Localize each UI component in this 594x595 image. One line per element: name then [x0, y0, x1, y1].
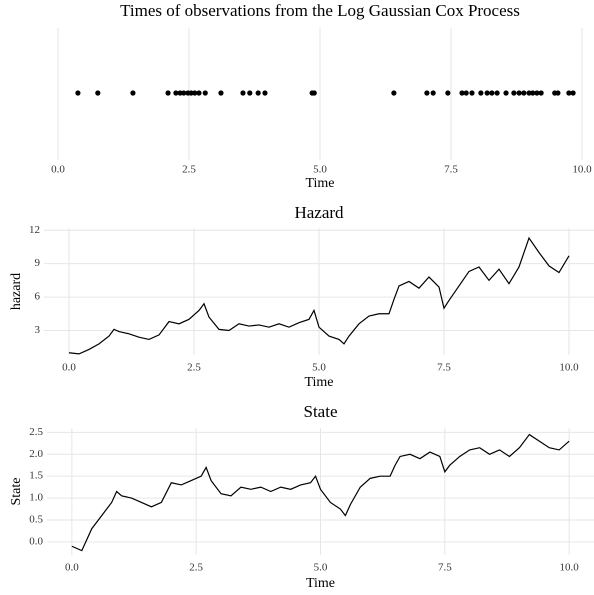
- x-tick-label: 0.0: [65, 562, 79, 574]
- point: [181, 90, 187, 96]
- x-axis-label: Time: [304, 375, 333, 390]
- point: [566, 90, 572, 96]
- y-tick-label: 12: [29, 224, 40, 236]
- x-axis-label: Time: [306, 576, 335, 591]
- x-tick-label: 5.0: [313, 164, 327, 176]
- point: [530, 90, 536, 96]
- chart-title: Times of observations from the Log Gauss…: [120, 1, 520, 20]
- point: [526, 90, 532, 96]
- point: [196, 90, 202, 96]
- y-tick-label: 1.0: [29, 492, 43, 504]
- y-tick-label: 3: [35, 324, 41, 336]
- point: [311, 90, 317, 96]
- y-tick-label: 0.0: [29, 535, 43, 547]
- y-tick-label: 6: [35, 291, 41, 303]
- point: [484, 90, 490, 96]
- point: [173, 90, 179, 96]
- point: [555, 90, 561, 96]
- x-tick-label: 0.0: [51, 164, 65, 176]
- x-tick-label: 10.0: [572, 164, 592, 176]
- point: [489, 90, 495, 96]
- point: [255, 90, 261, 96]
- x-tick-label: 7.5: [437, 362, 451, 374]
- point: [430, 90, 436, 96]
- point: [503, 90, 509, 96]
- point: [130, 90, 136, 96]
- line: [68, 236, 570, 355]
- x-tick-label: 2.5: [182, 164, 196, 176]
- x-tick-label: 2.5: [187, 362, 201, 374]
- point: [521, 90, 527, 96]
- y-tick-label: 0.5: [29, 513, 43, 525]
- point: [75, 90, 81, 96]
- x-tick-label: 5.0: [314, 562, 328, 574]
- point: [188, 90, 194, 96]
- point: [459, 90, 465, 96]
- chart-title: State: [304, 402, 338, 421]
- point: [177, 90, 183, 96]
- x-tick-label: 10.0: [560, 562, 580, 574]
- line: [71, 433, 570, 552]
- point: [165, 90, 171, 96]
- x-tick-label: 0.0: [62, 362, 76, 374]
- chart-title: Hazard: [294, 203, 344, 222]
- point: [262, 90, 268, 96]
- point: [534, 90, 540, 96]
- y-tick-label: 2.0: [29, 448, 43, 460]
- point: [478, 90, 484, 96]
- point: [570, 90, 576, 96]
- point: [424, 90, 430, 96]
- point: [463, 90, 469, 96]
- y-axis-label: State: [9, 478, 24, 506]
- y-tick-label: 2.5: [29, 426, 43, 438]
- y-tick-label: 1.5: [29, 470, 43, 482]
- x-tick-label: 10.0: [559, 362, 579, 374]
- x-tick-label: 2.5: [189, 562, 203, 574]
- y-axis-label: hazard: [9, 273, 24, 310]
- point: [391, 90, 397, 96]
- x-tick-label: 5.0: [312, 362, 326, 374]
- x-tick-label: 7.5: [438, 562, 452, 574]
- point: [511, 90, 517, 96]
- point: [247, 90, 253, 96]
- point: [445, 90, 451, 96]
- y-tick-label: 9: [35, 257, 41, 269]
- point: [494, 90, 500, 96]
- point: [516, 90, 522, 96]
- point: [240, 90, 246, 96]
- x-tick-label: 7.5: [444, 164, 458, 176]
- point: [192, 90, 198, 96]
- point: [218, 90, 224, 96]
- point: [538, 90, 544, 96]
- point: [469, 90, 475, 96]
- x-axis-label: Time: [305, 176, 334, 191]
- point: [202, 90, 208, 96]
- point: [95, 90, 101, 96]
